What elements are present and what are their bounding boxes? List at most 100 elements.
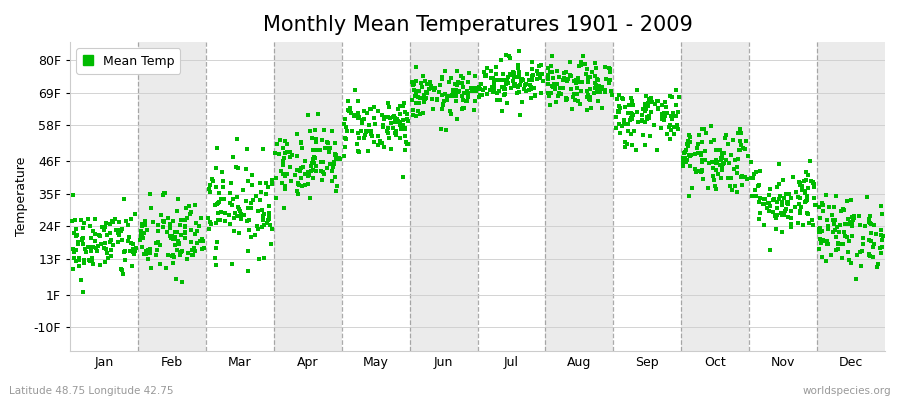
Point [187, 202, 202, 208]
Point [644, 133, 658, 139]
Point [611, 109, 625, 116]
Point [429, 96, 444, 102]
Point [795, 182, 809, 189]
Point [624, 110, 638, 116]
Point [849, 276, 863, 282]
Point [658, 113, 672, 120]
Point [252, 255, 266, 262]
Point [670, 109, 685, 116]
Point [804, 178, 818, 184]
Point [255, 207, 269, 213]
Point [308, 126, 322, 133]
Point [380, 128, 394, 134]
Point [66, 246, 80, 252]
Point [388, 130, 402, 136]
Point [847, 213, 861, 219]
Point [452, 88, 466, 94]
Point [451, 88, 465, 95]
Point [217, 196, 231, 202]
Point [541, 72, 555, 78]
Point [826, 217, 841, 223]
Text: worldspecies.org: worldspecies.org [803, 386, 891, 396]
Point [508, 83, 523, 89]
Point [178, 235, 193, 241]
Point [860, 194, 875, 200]
Point [115, 271, 130, 277]
Point [400, 139, 414, 145]
Point [440, 93, 454, 100]
Point [203, 182, 218, 188]
Point [226, 154, 240, 160]
Point [194, 236, 209, 242]
Point [681, 142, 696, 149]
Point [589, 65, 603, 72]
Point [655, 116, 670, 122]
Point [416, 110, 430, 116]
Point [435, 74, 449, 80]
Point [365, 132, 380, 139]
Point [793, 182, 807, 188]
Point [461, 94, 475, 100]
Point [676, 155, 690, 162]
Point [731, 155, 745, 162]
Point [245, 182, 259, 188]
Point [134, 233, 148, 240]
Point [418, 78, 433, 85]
Point [685, 185, 699, 191]
Point [364, 128, 378, 134]
Point [443, 108, 457, 114]
Point [553, 84, 567, 91]
Point [320, 164, 334, 171]
Point [406, 82, 420, 88]
Point [410, 88, 424, 94]
Point [209, 244, 223, 251]
Point [398, 125, 412, 131]
Point [434, 126, 448, 133]
Point [570, 85, 584, 91]
Point [454, 72, 468, 79]
Point [757, 222, 771, 228]
Point [740, 176, 754, 182]
Point [177, 223, 192, 229]
Point [590, 76, 605, 83]
Point [393, 126, 408, 132]
Point [821, 241, 835, 248]
Point [68, 216, 83, 223]
Point [328, 174, 342, 181]
Point [603, 69, 617, 75]
Point [355, 120, 369, 127]
Point [325, 178, 339, 184]
Point [223, 190, 238, 196]
Point [158, 265, 173, 272]
Point [310, 139, 324, 145]
Point [325, 167, 339, 174]
Point [76, 288, 91, 295]
Point [158, 219, 172, 225]
Point [627, 128, 642, 134]
Point [290, 131, 304, 137]
Point [855, 248, 869, 254]
Point [134, 228, 148, 234]
Point [126, 248, 140, 255]
Point [318, 145, 332, 151]
Point [389, 128, 403, 134]
Point [301, 173, 315, 179]
Point [510, 74, 525, 80]
Point [412, 88, 427, 94]
Point [448, 81, 463, 87]
Point [790, 194, 805, 200]
Point [134, 230, 148, 236]
Point [625, 114, 639, 121]
Point [381, 130, 395, 136]
Point [532, 63, 546, 69]
Point [156, 192, 170, 198]
Point [473, 81, 488, 87]
Point [173, 222, 187, 228]
Point [835, 206, 850, 212]
Point [684, 152, 698, 159]
Point [328, 188, 343, 195]
Point [609, 114, 624, 120]
Point [298, 157, 312, 164]
Point [709, 158, 724, 165]
Point [439, 127, 454, 133]
